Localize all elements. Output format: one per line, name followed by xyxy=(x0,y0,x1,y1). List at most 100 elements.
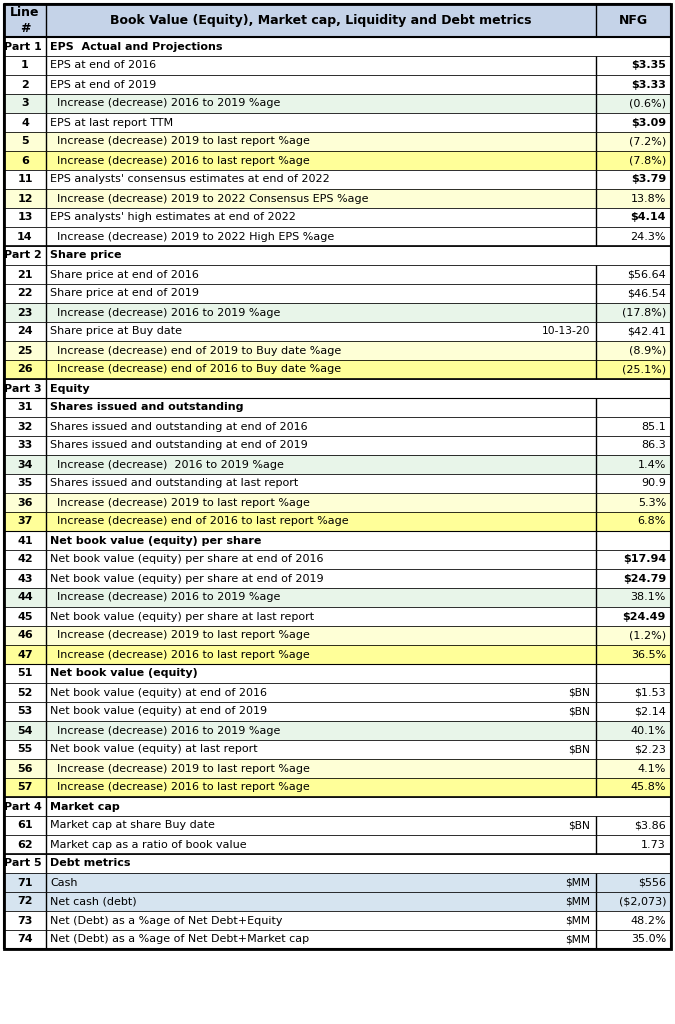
Text: Increase (decrease) 2019 to last report %age: Increase (decrease) 2019 to last report … xyxy=(50,631,310,640)
Bar xyxy=(46,151,596,170)
Bar xyxy=(596,436,671,455)
Text: 1: 1 xyxy=(21,60,29,71)
Text: 22: 22 xyxy=(18,289,33,299)
Text: $3.79: $3.79 xyxy=(630,174,666,184)
Bar xyxy=(46,759,596,778)
Text: Shares issued and outstanding: Shares issued and outstanding xyxy=(50,402,244,413)
Bar xyxy=(46,170,596,189)
Bar xyxy=(4,132,46,151)
Bar xyxy=(4,702,46,721)
Text: 24: 24 xyxy=(17,327,33,337)
Text: 33: 33 xyxy=(18,440,32,451)
Bar xyxy=(596,170,671,189)
Bar xyxy=(596,512,671,531)
Text: 24.3%: 24.3% xyxy=(630,231,666,242)
Bar xyxy=(4,683,46,702)
Bar xyxy=(46,740,596,759)
Text: 25: 25 xyxy=(18,345,32,355)
Text: 31: 31 xyxy=(18,402,32,413)
Bar xyxy=(4,398,671,417)
Text: 11: 11 xyxy=(18,174,33,184)
Text: $BN: $BN xyxy=(568,687,590,697)
Text: Increase (decrease) 2016 to last report %age: Increase (decrease) 2016 to last report … xyxy=(50,782,310,793)
Text: 5: 5 xyxy=(21,136,29,146)
Bar xyxy=(4,512,46,531)
Text: Increase (decrease) 2019 to last report %age: Increase (decrease) 2019 to last report … xyxy=(50,498,310,508)
Text: 26: 26 xyxy=(17,365,33,375)
Bar xyxy=(596,265,671,284)
Bar xyxy=(596,94,671,113)
Text: (7.8%): (7.8%) xyxy=(628,156,666,166)
Text: 1.4%: 1.4% xyxy=(638,460,666,469)
Text: 52: 52 xyxy=(18,687,32,697)
Bar xyxy=(46,455,596,474)
Text: 34: 34 xyxy=(18,460,33,469)
Bar xyxy=(46,683,596,702)
Text: Shares issued and outstanding at end of 2019: Shares issued and outstanding at end of … xyxy=(50,440,308,451)
Bar xyxy=(4,816,46,835)
Text: Equity: Equity xyxy=(50,384,90,393)
Text: 74: 74 xyxy=(17,935,33,944)
Bar xyxy=(46,702,596,721)
Text: (7.2%): (7.2%) xyxy=(628,136,666,146)
Bar xyxy=(596,873,671,892)
Text: 40.1%: 40.1% xyxy=(630,725,666,735)
Bar xyxy=(596,683,671,702)
Text: (8.9%): (8.9%) xyxy=(628,345,666,355)
Text: (17.8%): (17.8%) xyxy=(622,307,666,317)
Text: Net book value (equity) per share: Net book value (equity) per share xyxy=(50,536,261,546)
Text: 36: 36 xyxy=(18,498,33,508)
Text: Line
#: Line # xyxy=(10,6,40,35)
Text: 42: 42 xyxy=(17,555,33,564)
Text: Net book value (equity): Net book value (equity) xyxy=(50,669,198,679)
Bar xyxy=(46,721,596,740)
Bar xyxy=(4,75,46,94)
Bar xyxy=(596,151,671,170)
Bar xyxy=(46,930,596,949)
Bar xyxy=(596,56,671,75)
Text: $24.79: $24.79 xyxy=(623,573,666,584)
Bar xyxy=(46,569,596,588)
Text: Net book value (equity) per share at end of 2019: Net book value (equity) per share at end… xyxy=(50,573,323,584)
Bar xyxy=(596,645,671,664)
Text: $BN: $BN xyxy=(568,820,590,830)
Bar xyxy=(4,284,46,303)
Text: $1.53: $1.53 xyxy=(634,687,666,697)
Bar xyxy=(596,322,671,341)
Bar xyxy=(46,550,596,569)
Bar xyxy=(4,664,671,683)
Bar xyxy=(46,132,596,151)
Text: Increase (decrease) 2016 to 2019 %age: Increase (decrease) 2016 to 2019 %age xyxy=(50,98,280,109)
Bar xyxy=(596,303,671,322)
Text: EPS at last report TTM: EPS at last report TTM xyxy=(50,118,173,128)
Bar xyxy=(596,132,671,151)
Bar xyxy=(46,816,596,835)
Bar xyxy=(596,75,671,94)
Bar xyxy=(4,873,46,892)
Text: Book Value (Equity), Market cap, Liquidity and Debt metrics: Book Value (Equity), Market cap, Liquidi… xyxy=(110,14,532,27)
Text: $MM: $MM xyxy=(565,915,590,926)
Bar xyxy=(4,740,46,759)
Text: EPS  Actual and Projections: EPS Actual and Projections xyxy=(50,42,223,51)
Text: Shares issued and outstanding at end of 2016: Shares issued and outstanding at end of … xyxy=(50,422,308,431)
Text: EPS analysts' high estimates at end of 2022: EPS analysts' high estimates at end of 2… xyxy=(50,213,296,222)
Bar xyxy=(596,930,671,949)
Text: $56.64: $56.64 xyxy=(627,269,666,280)
Bar xyxy=(4,835,46,854)
Text: $46.54: $46.54 xyxy=(627,289,666,299)
Text: (25.1%): (25.1%) xyxy=(622,365,666,375)
Text: Share price: Share price xyxy=(50,251,122,260)
Text: Share price at end of 2016: Share price at end of 2016 xyxy=(50,269,199,280)
Text: 57: 57 xyxy=(18,782,32,793)
Text: 2: 2 xyxy=(21,80,29,89)
Bar xyxy=(46,208,596,227)
Text: Cash: Cash xyxy=(50,878,78,888)
Bar xyxy=(4,417,46,436)
Bar xyxy=(596,474,671,493)
Text: 86.3: 86.3 xyxy=(641,440,666,451)
Bar xyxy=(46,94,596,113)
Text: Net book value (equity) at last report: Net book value (equity) at last report xyxy=(50,744,258,755)
Bar xyxy=(46,227,596,246)
Bar xyxy=(4,360,46,379)
Text: $3.35: $3.35 xyxy=(631,60,666,71)
